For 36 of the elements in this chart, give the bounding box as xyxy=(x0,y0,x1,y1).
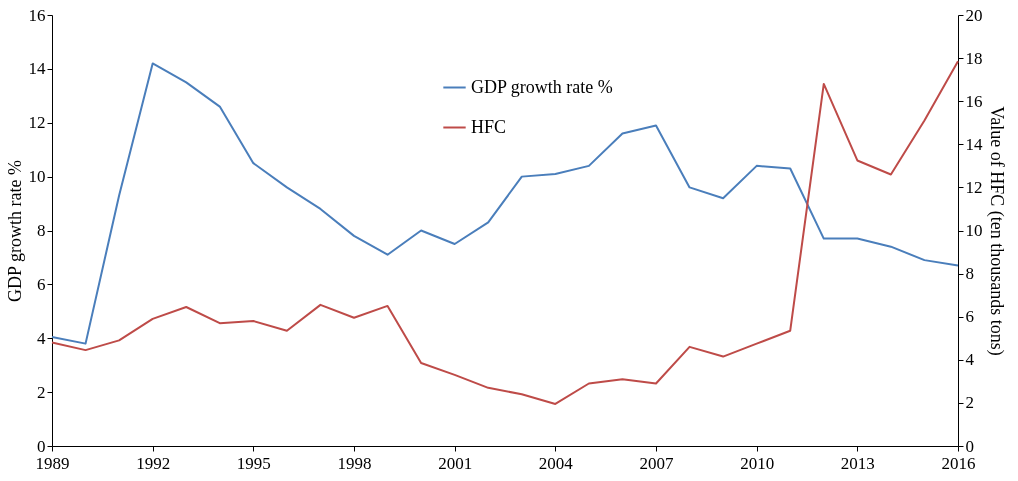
y-tick-label: 8 xyxy=(37,221,46,240)
x-tick-label: 2007 xyxy=(639,453,674,473)
x-tick-label: 2001 xyxy=(438,453,473,473)
y-tick-label: 4 xyxy=(37,328,46,348)
x-tick-label: 1992 xyxy=(136,453,171,473)
y2-tick-label: 10 xyxy=(965,221,983,240)
x-tick-label: 2004 xyxy=(538,453,574,473)
line-series xyxy=(51,62,959,345)
y-tick-label: 6 xyxy=(37,274,46,294)
y-tick-label: 2 xyxy=(37,382,46,402)
y2-tick-label: 8 xyxy=(965,264,974,284)
y2-tick-label: 4 xyxy=(965,350,975,370)
x-tick-label: 1995 xyxy=(236,453,271,473)
y2-tick-label: 2 xyxy=(965,393,974,413)
y2-tick-label: 12 xyxy=(965,177,983,197)
y-tick-label: 10 xyxy=(28,167,46,187)
y-tick-label: 14 xyxy=(28,59,46,79)
y2-axis-title: Value of HFC (ten thousands tons) xyxy=(985,106,1007,356)
x-tick-label: 1989 xyxy=(35,453,70,473)
x-tick-label: 2010 xyxy=(740,453,775,473)
y-tick-label: 0 xyxy=(37,436,46,456)
y2-tick-label: 16 xyxy=(965,91,983,111)
y2-tick-label: 14 xyxy=(965,134,983,154)
x-tick-label: 1998 xyxy=(337,453,372,473)
y-tick-label: 12 xyxy=(28,113,46,133)
legend-label: GDP growth rate % xyxy=(471,76,613,97)
legend-label: HFC xyxy=(471,116,507,137)
x-tick-label: 2013 xyxy=(840,453,875,473)
y-axis-title: GDP growth rate % xyxy=(4,160,25,302)
y2-tick-label: 18 xyxy=(965,48,983,68)
y2-tick-label: 6 xyxy=(965,307,974,327)
y-tick-label: 16 xyxy=(28,5,46,25)
y2-tick-label: 20 xyxy=(965,5,983,25)
y2-tick-label: 0 xyxy=(965,436,974,456)
line-series xyxy=(51,60,959,405)
x-tick-label: 2016 xyxy=(941,453,976,473)
